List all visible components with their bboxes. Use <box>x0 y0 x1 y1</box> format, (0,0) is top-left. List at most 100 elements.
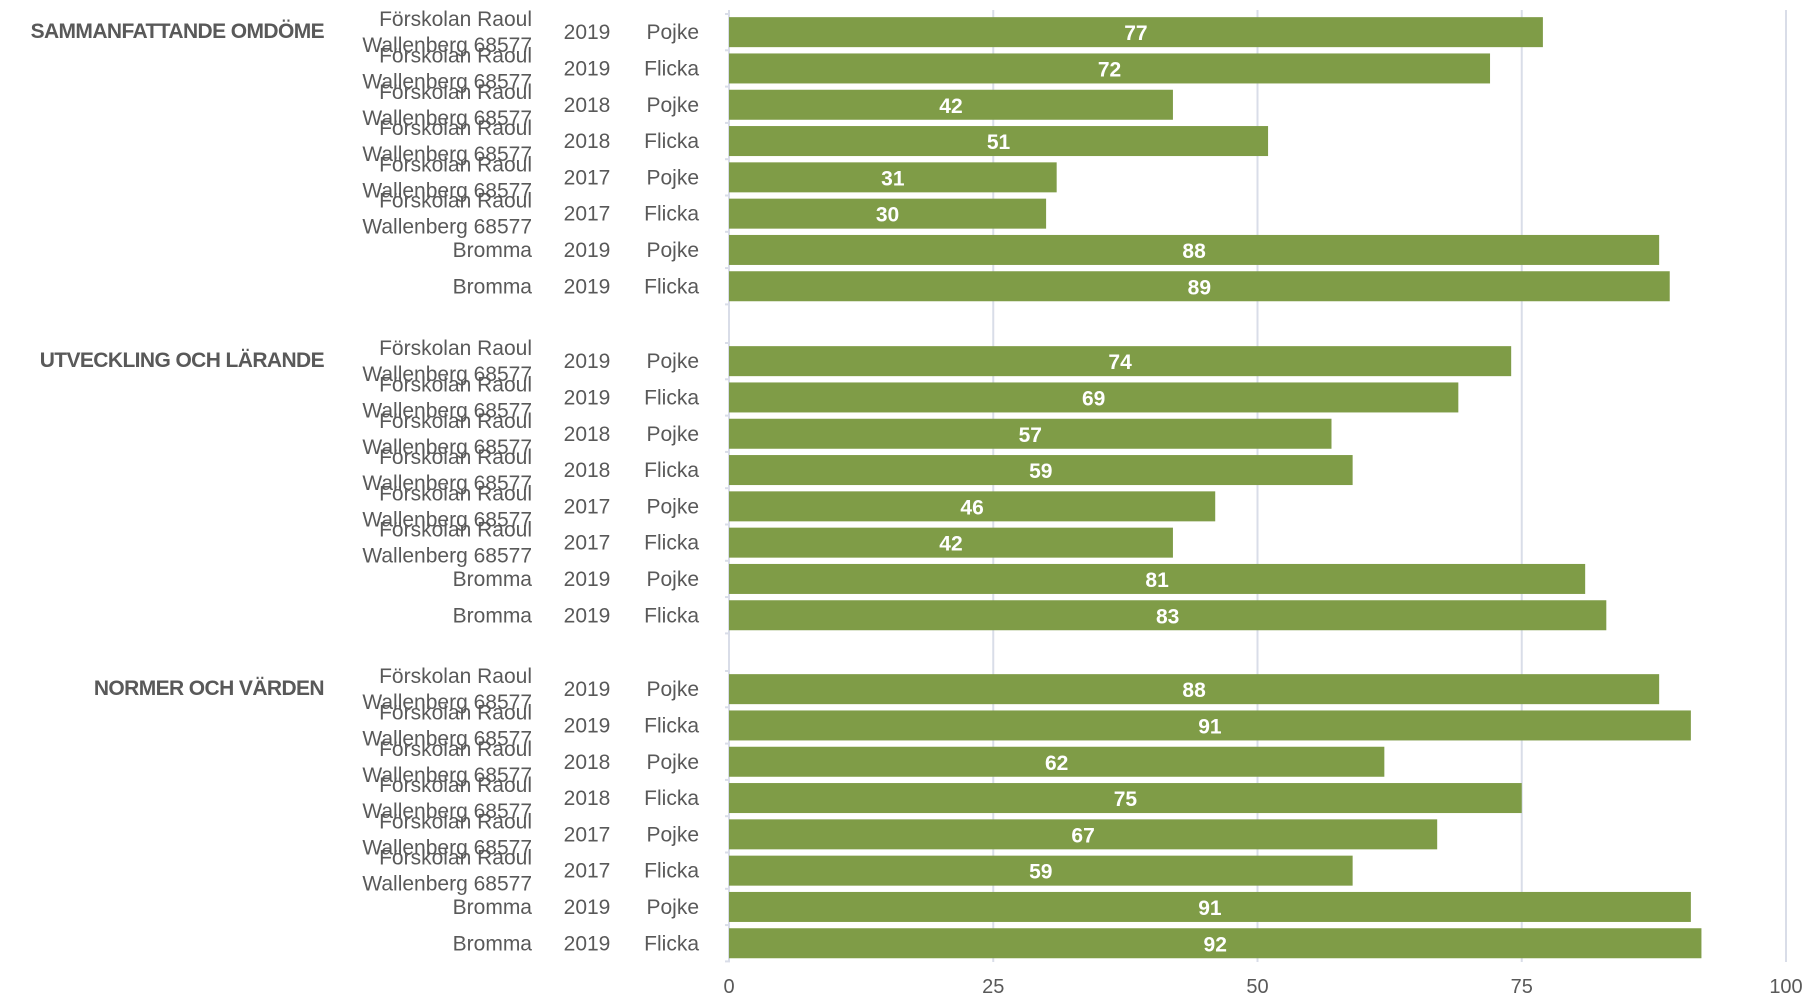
unit-label-continued: Wallenberg 68577 <box>362 545 532 568</box>
year-label: 2019 <box>564 350 611 373</box>
bar <box>729 198 1047 229</box>
unit-label: Bromma <box>453 604 533 627</box>
x-tick-label: 0 <box>723 976 734 998</box>
year-label: 2019 <box>564 896 611 919</box>
bar <box>729 928 1702 959</box>
group-label: NORMER OCH VÄRDEN <box>94 677 324 700</box>
unit-label: Bromma <box>453 275 533 298</box>
year-label: 2017 <box>564 166 611 189</box>
bar <box>729 234 1660 265</box>
bar-value-label: 69 <box>1082 387 1105 410</box>
unit-label: Förskolan Raoul <box>379 482 532 505</box>
bar <box>729 491 1216 522</box>
year-label: 2019 <box>564 568 611 591</box>
bar <box>729 53 1491 84</box>
unit-label-continued: Wallenberg 68577 <box>362 727 532 750</box>
unit-label: Förskolan Raoul <box>379 190 532 213</box>
x-tick-label: 75 <box>1511 976 1533 998</box>
bar-value-label: 30 <box>876 204 899 227</box>
gender-label: Pojke <box>646 678 699 701</box>
bar-value-label: 62 <box>1045 752 1068 775</box>
year-label: 2018 <box>564 130 611 153</box>
unit-label-continued: Wallenberg 68577 <box>362 764 532 787</box>
gender-label: Flicka <box>644 787 699 810</box>
bar <box>729 346 1512 377</box>
unit-label: Förskolan Raoul <box>379 8 532 31</box>
unit-label-continued: Wallenberg 68577 <box>362 873 532 896</box>
bar <box>729 600 1607 631</box>
unit-label: Förskolan Raoul <box>379 665 532 688</box>
bar-value-label: 67 <box>1071 824 1094 847</box>
bar-value-label: 88 <box>1182 679 1206 702</box>
year-label: 2019 <box>564 275 611 298</box>
bar <box>729 17 1543 48</box>
year-label: 2017 <box>564 823 611 846</box>
bar <box>729 162 1057 193</box>
gender-label: Pojke <box>646 166 699 189</box>
year-label: 2017 <box>564 532 611 555</box>
unit-label-continued: Wallenberg 68577 <box>362 436 532 459</box>
year-label: 2019 <box>564 604 611 627</box>
bar-value-label: 88 <box>1182 240 1206 263</box>
year-label: 2019 <box>564 678 611 701</box>
gender-label: Flicka <box>644 459 699 482</box>
unit-label: Förskolan Raoul <box>379 446 532 469</box>
bar-value-label: 31 <box>881 167 905 190</box>
unit-label-continued: Wallenberg 68577 <box>362 34 532 57</box>
bar <box>729 382 1459 413</box>
gender-label: Flicka <box>644 860 699 883</box>
gender-label: Pojke <box>646 239 699 262</box>
unit-label: Förskolan Raoul <box>379 44 532 67</box>
unit-label: Bromma <box>453 568 533 591</box>
unit-label: Förskolan Raoul <box>379 373 532 396</box>
unit-label-continued: Wallenberg 68577 <box>362 800 532 823</box>
unit-label-continued: Wallenberg 68577 <box>362 508 532 531</box>
x-axis-ticks: 0 25 50 75 100 <box>723 976 1802 998</box>
year-label: 2018 <box>564 459 611 482</box>
gender-label: Flicka <box>644 386 699 409</box>
gender-label: Pojke <box>646 21 699 44</box>
bar-value-label: 51 <box>987 131 1011 154</box>
unit-label: Bromma <box>453 932 533 955</box>
gender-label: Pojke <box>646 495 699 518</box>
unit-label: Förskolan Raoul <box>379 701 532 724</box>
year-label: 2017 <box>564 203 611 226</box>
year-label: 2018 <box>564 94 611 117</box>
unit-label-continued: Wallenberg 68577 <box>362 472 532 495</box>
gender-label: Flicka <box>644 57 699 80</box>
bar-value-label: 42 <box>939 533 962 556</box>
bar <box>729 891 1691 922</box>
x-tick-label: 25 <box>982 976 1004 998</box>
bar-value-label: 92 <box>1204 933 1227 956</box>
unit-label-continued: Wallenberg 68577 <box>362 399 532 422</box>
gender-label: Flicka <box>644 130 699 153</box>
bar <box>729 563 1586 594</box>
unit-label: Förskolan Raoul <box>379 337 532 360</box>
bar <box>729 126 1269 157</box>
unit-label-continued: Wallenberg 68577 <box>362 691 532 714</box>
year-label: 2017 <box>564 495 611 518</box>
bar-value-label: 46 <box>960 496 983 519</box>
unit-label: Förskolan Raoul <box>379 810 532 833</box>
gender-label: Pojke <box>646 350 699 373</box>
gender-label: Pojke <box>646 823 699 846</box>
unit-label-continued: Wallenberg 68577 <box>362 836 532 859</box>
year-label: 2018 <box>564 423 611 446</box>
unit-label: Bromma <box>453 239 533 262</box>
bar <box>729 746 1385 777</box>
bar-value-label: 75 <box>1114 788 1138 811</box>
unit-label-continued: Wallenberg 68577 <box>362 107 532 130</box>
bar <box>729 455 1353 486</box>
unit-label: Förskolan Raoul <box>379 410 532 433</box>
year-label: 2018 <box>564 751 611 774</box>
bar-value-label: 57 <box>1019 424 1042 447</box>
bar <box>729 819 1438 850</box>
unit-label-continued: Wallenberg 68577 <box>362 179 532 202</box>
unit-label: Förskolan Raoul <box>379 738 532 761</box>
gender-label: Flicka <box>644 203 699 226</box>
bar <box>729 89 1173 120</box>
bar <box>729 271 1670 302</box>
unit-label: Bromma <box>453 896 533 919</box>
bar-value-label: 91 <box>1198 715 1222 738</box>
